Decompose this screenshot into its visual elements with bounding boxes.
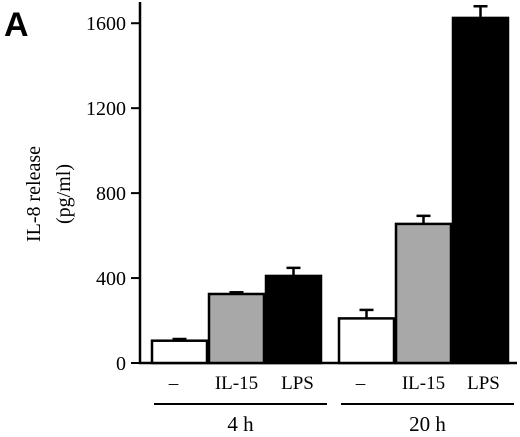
bar bbox=[394, 222, 453, 365]
bar bbox=[337, 317, 396, 365]
bar bbox=[264, 274, 323, 365]
category-label: IL-15 bbox=[215, 373, 258, 394]
category-label: – bbox=[168, 373, 179, 394]
category-label: IL-15 bbox=[402, 373, 445, 394]
bars bbox=[150, 4, 510, 365]
category-label: – bbox=[355, 373, 366, 394]
group-label: 4 h bbox=[227, 412, 254, 436]
y-tick-label: 400 bbox=[96, 268, 126, 290]
y-axis-label-line: IL-8 release bbox=[23, 146, 45, 242]
category-label: LPS bbox=[467, 373, 500, 394]
x-axis-labels: – IL-15 LPS 4 h – IL-15 LPS 20 h bbox=[154, 373, 514, 436]
y-tick-label: 0 bbox=[116, 353, 126, 375]
group-label: 20 h bbox=[409, 412, 446, 436]
y-axis-label-line: (pg/ml) bbox=[53, 164, 75, 224]
bar bbox=[150, 339, 209, 365]
bar bbox=[451, 16, 510, 365]
y-axis-label: IL-8 release (pg/ml) bbox=[23, 146, 75, 242]
panel-label: A bbox=[4, 6, 29, 44]
category-label: LPS bbox=[281, 373, 314, 394]
y-tick-label: 1600 bbox=[86, 13, 126, 35]
y-axis-ticks: 0 400 800 1200 1600 bbox=[86, 13, 140, 375]
bar bbox=[207, 292, 266, 365]
y-tick-label: 800 bbox=[96, 183, 126, 205]
y-tick-label: 1200 bbox=[86, 98, 126, 120]
